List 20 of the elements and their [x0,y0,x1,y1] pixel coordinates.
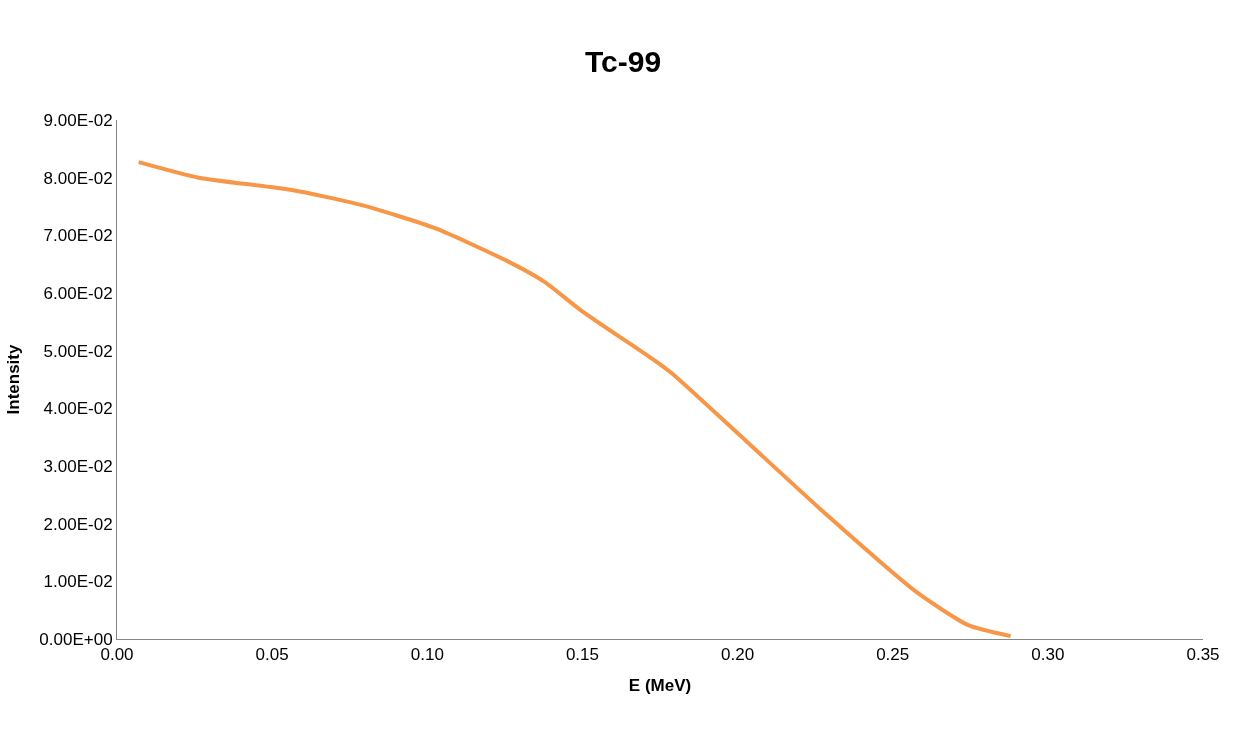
y-tick-label: 8.00E-02 [43,168,113,188]
y-axis-title: Intensity [3,344,23,415]
y-tick-label: 2.00E-02 [43,514,113,534]
x-axis-title: E (MeV) [628,675,692,695]
y-tick-label: 1.00E-02 [43,572,113,592]
x-tick-label: 0.20 [721,645,755,665]
x-tick-label: 0.25 [876,645,910,665]
x-tick-label: 0.15 [565,645,599,665]
y-tick-label: 7.00E-02 [43,226,113,246]
x-tick-label: 0.35 [1186,645,1220,665]
line-series [136,160,1013,639]
x-tick-label: 0.10 [410,645,444,665]
x-tick-label: 0.30 [1031,645,1065,665]
y-tick-label: 4.00E-02 [43,399,113,419]
y-tick-label: 5.00E-02 [43,341,113,361]
y-tick-label: 3.00E-02 [43,456,113,476]
chart-title: Tc-99 [584,45,662,79]
y-tick-label: 9.00E-02 [43,110,113,130]
y-tick-label: 6.00E-02 [43,283,113,303]
x-tick-label: 0.05 [255,645,289,665]
